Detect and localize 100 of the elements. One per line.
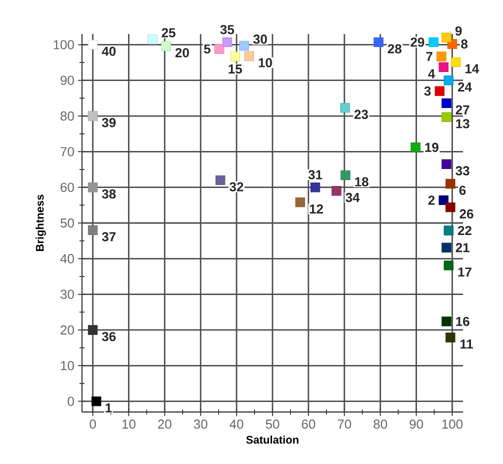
point xyxy=(438,195,448,206)
annotation: 25 xyxy=(162,28,176,38)
annotation: 23 xyxy=(354,110,368,120)
annotation: 29 xyxy=(410,38,424,47)
annotation: 2 xyxy=(428,196,435,205)
point xyxy=(442,242,452,252)
point xyxy=(374,37,384,48)
point xyxy=(88,111,98,121)
point xyxy=(340,170,350,180)
annotation: 22 xyxy=(458,226,472,236)
x-tick-label: 60 xyxy=(302,420,316,429)
annotation: 15 xyxy=(228,64,242,74)
annotation: 12 xyxy=(310,204,323,214)
point xyxy=(434,86,444,96)
x-tick-label: 40 xyxy=(230,420,244,429)
point xyxy=(340,102,350,113)
point xyxy=(438,62,448,72)
y-tick-label: 60 xyxy=(60,182,74,192)
annotation: 40 xyxy=(102,46,116,56)
annotation: 5 xyxy=(204,44,210,54)
annotation: 36 xyxy=(102,332,116,342)
x-axis-title: Satulation xyxy=(246,436,298,444)
y-tick-label: 80 xyxy=(60,111,74,121)
x-tick-label: 20 xyxy=(158,420,172,429)
annotation: 32 xyxy=(230,182,244,192)
y-tick-label: 50 xyxy=(60,218,74,228)
y-tick-label: 30 xyxy=(60,290,74,299)
annotation: 38 xyxy=(102,189,116,199)
point xyxy=(216,175,226,186)
annotation: 1 xyxy=(106,403,112,412)
annotation: 35 xyxy=(220,24,234,34)
point xyxy=(436,52,446,62)
point xyxy=(428,37,438,48)
annotation: 33 xyxy=(456,166,470,176)
annotation: 31 xyxy=(308,170,322,180)
annotation: 13 xyxy=(456,119,470,128)
annotation: 19 xyxy=(425,142,438,152)
point xyxy=(444,260,454,270)
point xyxy=(444,76,454,86)
point xyxy=(88,325,98,335)
x-tick-label: 50 xyxy=(266,420,280,429)
annotation: 11 xyxy=(460,340,474,349)
annotation: 37 xyxy=(102,232,116,242)
annotation: 27 xyxy=(456,105,470,114)
y-tick-label: 40 xyxy=(60,254,74,264)
x-tick-label: 70 xyxy=(338,420,352,429)
point xyxy=(92,396,102,406)
point xyxy=(148,34,158,44)
point xyxy=(295,197,306,208)
annotation: 16 xyxy=(456,316,470,326)
annotation: 14 xyxy=(466,64,480,74)
y-tick-label: 0 xyxy=(68,396,74,406)
point xyxy=(239,40,249,51)
annotation: 26 xyxy=(460,209,474,219)
x-tick-label: 100 xyxy=(442,420,463,429)
y-tick-label: 90 xyxy=(60,76,74,85)
point xyxy=(442,32,452,42)
annotation: 17 xyxy=(458,268,472,277)
annotation: 24 xyxy=(458,82,472,92)
x-tick-label: 80 xyxy=(374,420,388,429)
annotation: 6 xyxy=(459,186,466,195)
annotation: 34 xyxy=(346,192,360,202)
point xyxy=(88,182,98,192)
annotation: 28 xyxy=(388,44,402,54)
y-tick-label: 10 xyxy=(60,361,74,370)
point xyxy=(310,182,320,192)
annotation: 21 xyxy=(456,243,470,252)
annotation: 4 xyxy=(428,69,436,78)
annotation: 9 xyxy=(455,26,462,36)
point xyxy=(161,41,171,51)
annotation: 30 xyxy=(253,34,267,44)
y-axis-title: Brightness xyxy=(36,194,46,251)
annotation: 10 xyxy=(258,58,272,68)
point xyxy=(244,51,254,61)
point xyxy=(442,98,452,108)
point xyxy=(88,225,98,235)
annotation: 3 xyxy=(424,86,431,96)
annotation: 18 xyxy=(355,177,368,186)
point xyxy=(222,37,232,48)
point xyxy=(442,112,452,122)
annotation: 39 xyxy=(102,118,116,128)
point xyxy=(410,142,420,152)
point xyxy=(442,159,452,170)
y-tick-label: 100 xyxy=(54,40,74,50)
point xyxy=(446,202,456,212)
y-tick-label: 70 xyxy=(60,147,74,156)
annotation: 7 xyxy=(426,52,432,61)
annotation: 20 xyxy=(175,48,189,58)
y-tick-label: 20 xyxy=(60,325,74,335)
point xyxy=(442,316,452,326)
x-tick-label: 30 xyxy=(194,420,208,429)
x-tick-label: 90 xyxy=(410,420,424,429)
point xyxy=(444,226,454,236)
annotation: 8 xyxy=(461,39,468,49)
point xyxy=(230,52,240,62)
x-tick-label: 0 xyxy=(90,420,96,429)
x-tick-label: 10 xyxy=(122,420,136,429)
point xyxy=(450,57,461,68)
point xyxy=(446,178,456,189)
point xyxy=(332,186,342,196)
